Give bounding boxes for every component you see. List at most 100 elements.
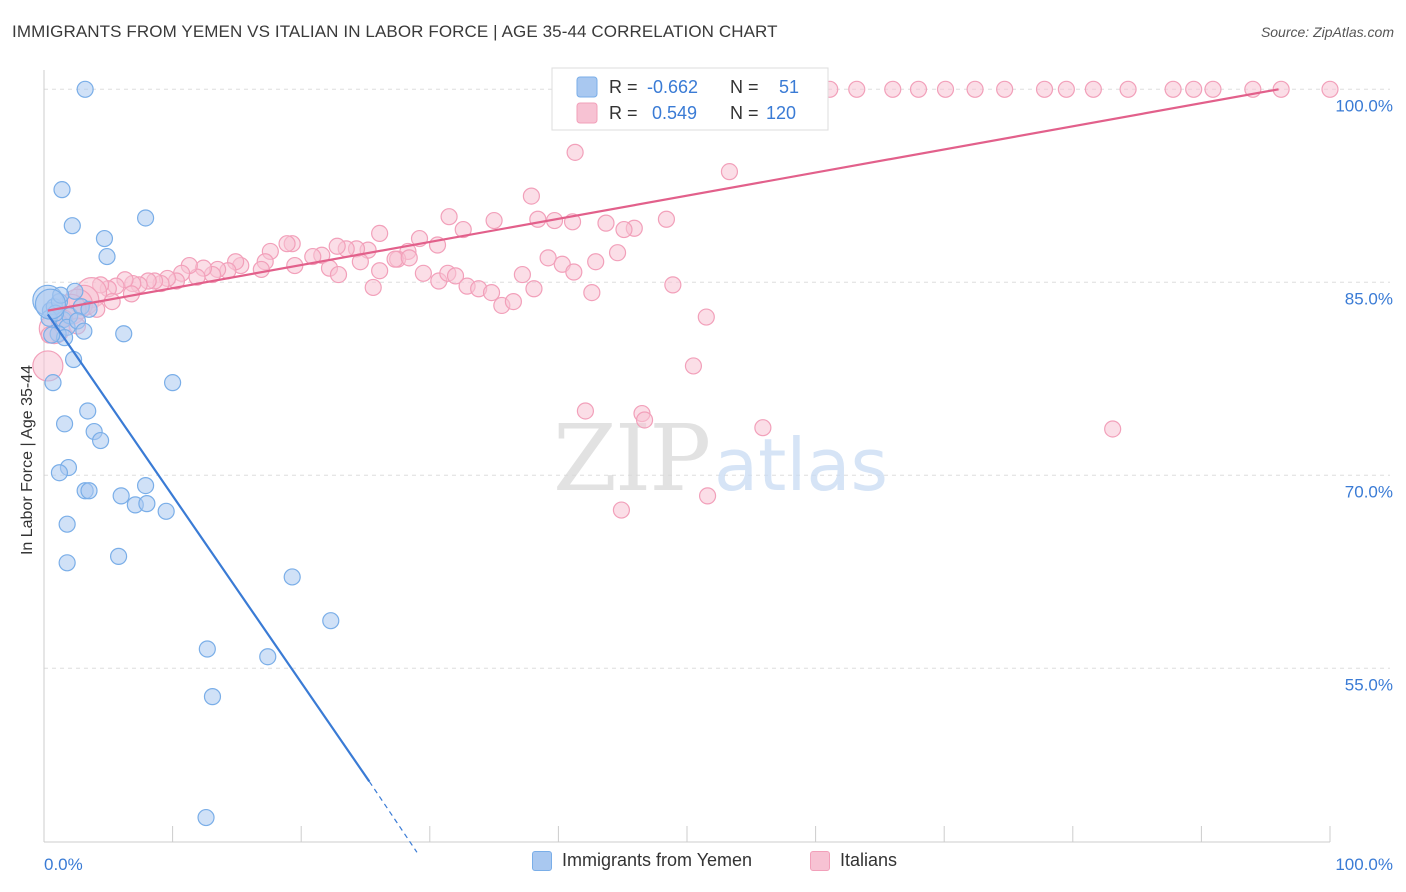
italians-point-82 [103, 293, 121, 311]
chart-title: IMMIGRANTS FROM YEMEN VS ITALIAN IN LABO… [12, 22, 778, 41]
italians-point-117 [698, 487, 717, 505]
correlation-legend: R = -0.662 N = 51 R = 0.549 N = 120 [551, 67, 829, 131]
italians-point-105 [587, 253, 605, 271]
legend-swatch-italians [576, 102, 598, 124]
legend-swatch-italians-bottom [810, 850, 830, 871]
italians-point-109 [697, 308, 715, 326]
yemen-point-48 [203, 688, 222, 706]
yemen-point-33 [50, 464, 69, 482]
italians-point-104 [583, 283, 601, 302]
italians-point-100 [525, 280, 543, 298]
yemen-point-39 [138, 495, 156, 513]
y-tick-label-1: 85.0% [1345, 289, 1393, 308]
watermark-zip: ZIP [553, 405, 709, 512]
italians-point-103 [565, 263, 583, 281]
yemen-point-4 [136, 209, 155, 227]
italians-point-89 [400, 249, 418, 267]
italians-point-27 [454, 220, 472, 239]
italians-point-101 [539, 249, 557, 267]
yemen-point-41 [58, 515, 76, 533]
legend-r-label-italians: R = [609, 103, 638, 123]
yemen-point-12 [66, 282, 84, 300]
italians-point-115 [1104, 420, 1122, 438]
grid-lines [44, 88, 1390, 669]
italians-trend-line [47, 88, 1279, 312]
legend-swatch-yemen-bottom [532, 850, 552, 871]
yemen-point-42 [109, 547, 128, 565]
italians-point-108 [664, 276, 682, 294]
legend-r-value-italians: 0.549 [652, 103, 697, 123]
italians-point-93 [446, 267, 465, 285]
yemen-point-27 [164, 374, 182, 392]
italians-point-18 [1185, 80, 1203, 98]
italians-point-118 [329, 265, 348, 284]
legend-label-italians: Italians [840, 850, 898, 870]
yemen-point-46 [198, 640, 216, 658]
yemen-point-40 [157, 502, 175, 520]
italians-point-90 [414, 264, 432, 282]
italians-point-34 [657, 210, 676, 228]
italians-point-10 [936, 80, 955, 98]
y-tick-label-2: 70.0% [1345, 482, 1393, 501]
x-tick-label-0: 0.0% [44, 855, 83, 874]
italians-point-88 [386, 250, 404, 268]
source-label: Source: ZipAtlas.com [1260, 24, 1394, 40]
italians-point-111 [576, 402, 595, 420]
italians-point-28 [529, 210, 547, 228]
italians-point-25 [522, 187, 540, 205]
italians-point-35 [371, 224, 389, 243]
yemen-point-31 [91, 431, 110, 450]
yemen-points [32, 80, 340, 827]
legend-item-italians[interactable]: Italians [810, 850, 897, 871]
italians-point-16 [1119, 80, 1137, 98]
italians-point-45 [304, 247, 322, 266]
italians-point-99 [513, 265, 531, 284]
watermark-atlas: atlas [714, 423, 888, 507]
italians-point-47 [278, 235, 296, 253]
yemen-point-43 [58, 554, 76, 572]
italians-point-8 [884, 80, 902, 98]
legend-label-yemen: Immigrants from Yemen [562, 850, 753, 870]
y-tick-labels: 100.0% 85.0% 70.0% 55.0% [1335, 96, 1393, 694]
yemen-point-28 [79, 402, 97, 420]
y-tick-label-0: 100.0% [1335, 96, 1393, 115]
italians-point-12 [996, 80, 1014, 98]
yemen-point-47 [259, 648, 277, 666]
italians-point-119 [364, 278, 382, 297]
yemen-point-37 [112, 487, 130, 505]
bottom-legend: Immigrants from Yemen Italians [0, 850, 1406, 880]
yemen-point-44 [283, 568, 301, 586]
italians-point-23 [566, 143, 584, 161]
yemen-point-49 [197, 808, 215, 827]
italians-point-106 [608, 244, 627, 262]
italians-point-17 [1164, 80, 1182, 98]
yemen-point-36 [136, 476, 155, 495]
italians-point-107 [615, 220, 633, 239]
italians-point-7 [848, 80, 866, 98]
italians-point-11 [966, 80, 984, 98]
yemen-point-17 [75, 322, 93, 340]
legend-r-value-yemen: -0.662 [647, 77, 698, 97]
legend-box [551, 67, 829, 131]
italians-point-19 [1204, 80, 1222, 98]
italians-point-98 [504, 293, 522, 311]
legend-item-yemen[interactable]: Immigrants from Yemen [532, 850, 752, 871]
italians-point-43 [328, 237, 346, 255]
italians-point-9 [909, 80, 928, 98]
italians-point-87 [371, 262, 389, 280]
italians-point-113 [635, 411, 654, 429]
italians-point-96 [482, 283, 501, 302]
legend-n-label-yemen: N = [730, 77, 759, 97]
yemen-point-2 [63, 217, 81, 235]
yemen-point-14 [80, 300, 98, 318]
yemen-point-26 [44, 374, 62, 392]
legend-swatch-yemen [576, 76, 598, 98]
italians-point-13 [1035, 80, 1054, 98]
italians-point-29 [485, 211, 503, 230]
legend-r-label-yemen: R = [609, 77, 638, 97]
italians-point-110 [684, 357, 703, 375]
legend-n-label-italians: N = [730, 103, 759, 123]
x-tick-label-1: 100.0% [1335, 855, 1393, 874]
italians-point-32 [597, 214, 615, 232]
